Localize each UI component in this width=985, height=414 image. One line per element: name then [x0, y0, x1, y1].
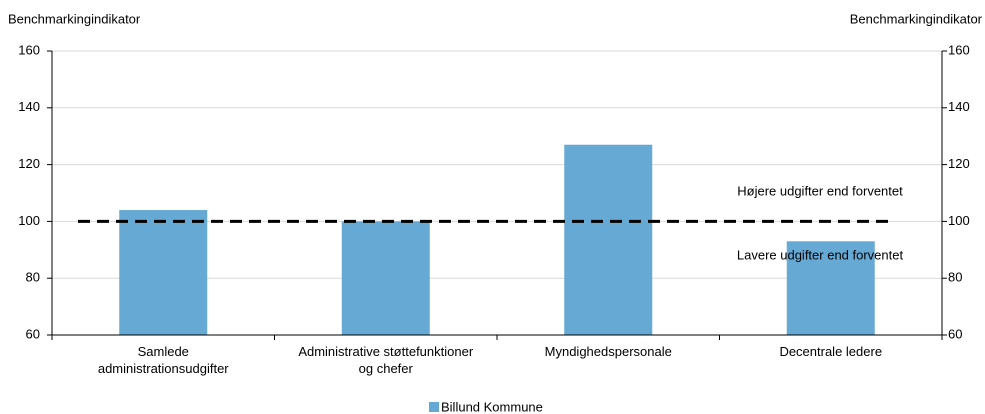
x-tick-label: Samlede administrationsudgifter [98, 344, 229, 376]
y2-tick-label: 140 [948, 99, 970, 114]
legend-swatch [429, 402, 439, 412]
x-tick-line: Samlede [138, 344, 189, 359]
bar [341, 221, 430, 335]
x-tick-line: Myndighedspersonale [545, 344, 672, 359]
x-tick-line: Administrative støttefunktioner [298, 344, 474, 359]
y2-tick-label: 160 [948, 42, 970, 57]
x-tick-line: og chefer [359, 361, 414, 376]
x-tick-label: Myndighedspersonale [545, 344, 672, 359]
x-tick-label: Administrative støttefunktioner og chefer [298, 344, 474, 376]
x-tick-label: Decentrale ledere [779, 344, 882, 359]
y-axis-label: Benchmarkingindikator [8, 11, 141, 26]
y-tick-label: 100 [18, 213, 40, 228]
y2-tick-label: 120 [948, 156, 970, 171]
annotation: Højere udgifter end forventet [737, 183, 903, 198]
y-tick-label: 160 [18, 42, 40, 57]
y2-tick-label: 60 [948, 326, 962, 341]
y-tick-label: 80 [26, 270, 40, 285]
y2-tick-label: 100 [948, 213, 970, 228]
x-tick-line: administrationsudgifter [98, 361, 229, 376]
x-tick-line: Decentrale ledere [779, 344, 882, 359]
y-tick-label: 140 [18, 99, 40, 114]
y2-tick-label: 80 [948, 270, 962, 285]
y-tick-label: 60 [26, 326, 40, 341]
y2-axis-label: Benchmarkingindikator [850, 11, 983, 26]
bar [119, 210, 208, 335]
legend-label: Billund Kommune [441, 399, 543, 414]
y-tick-label: 120 [18, 156, 40, 171]
bar [786, 241, 875, 335]
bar [564, 144, 653, 335]
annotation: Lavere udgifter end forventet [737, 247, 904, 262]
